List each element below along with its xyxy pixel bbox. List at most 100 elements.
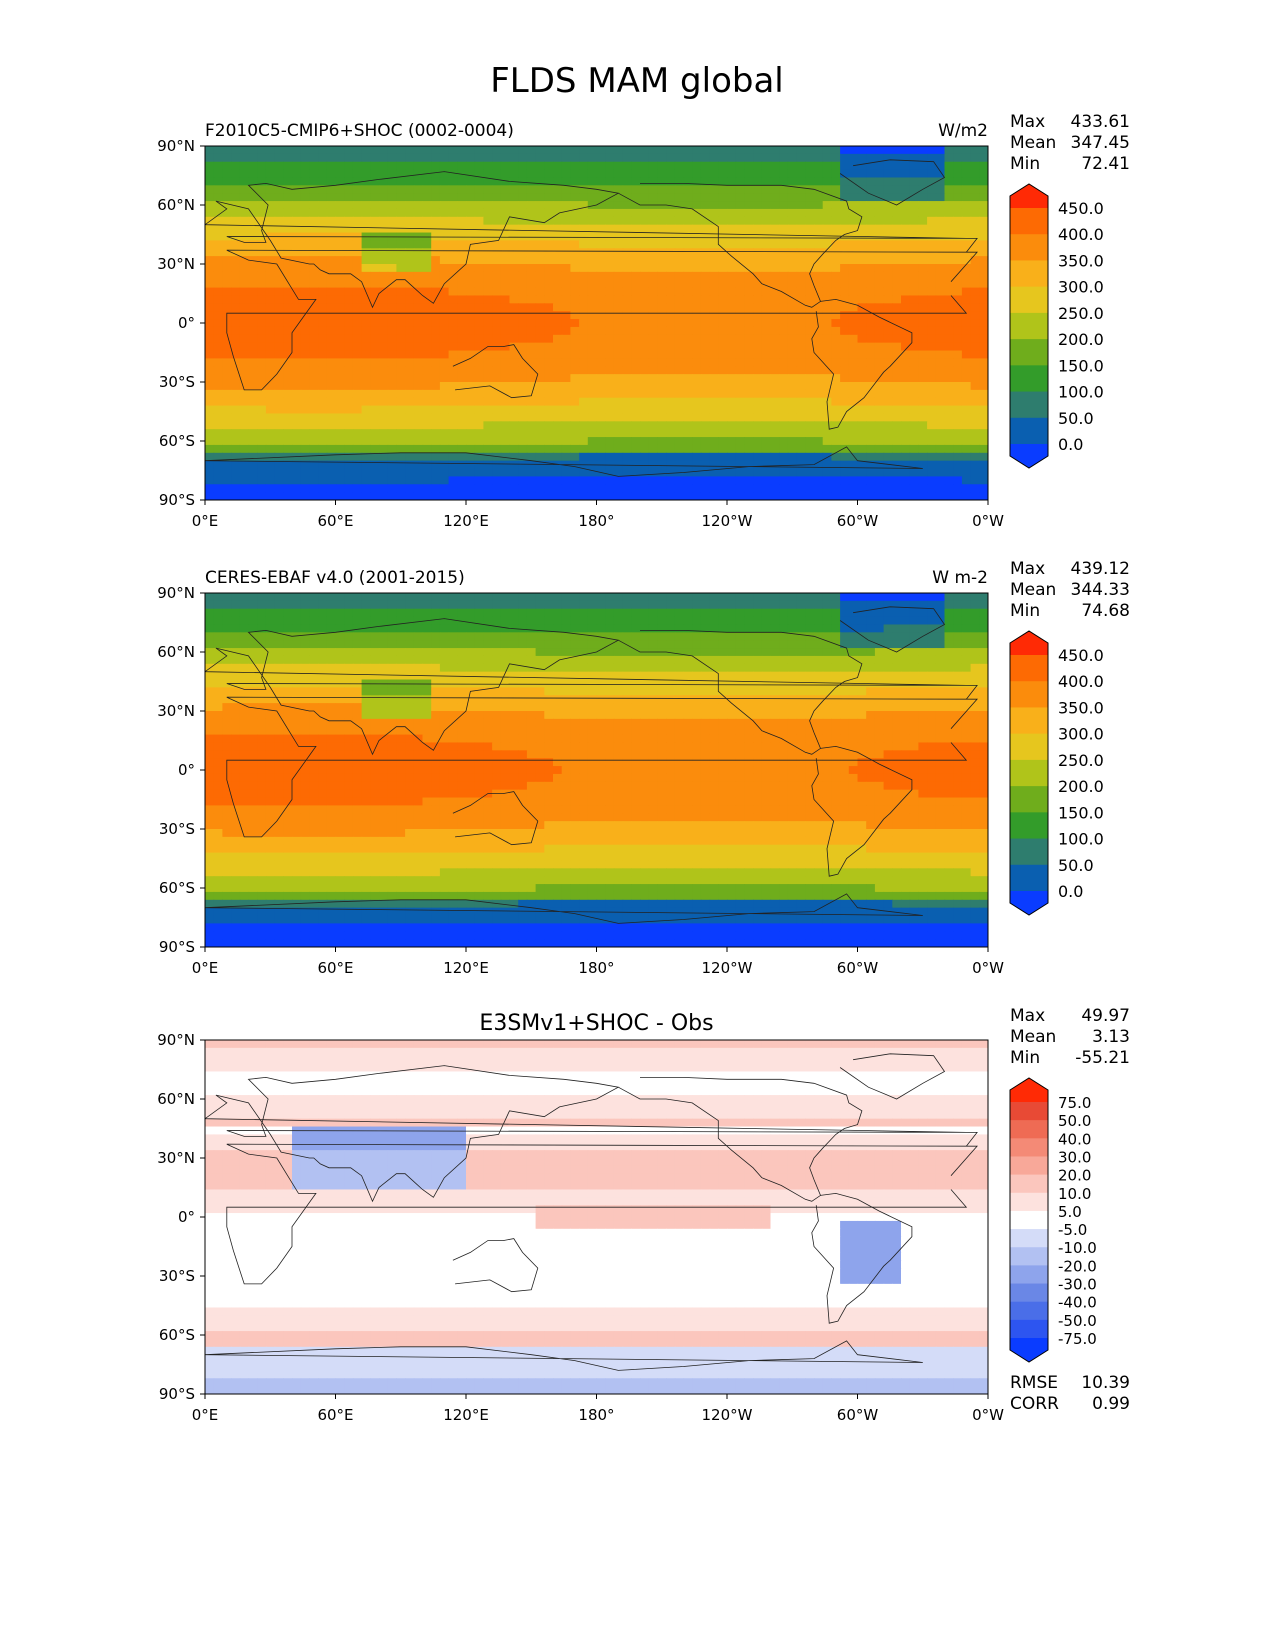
field-cell (205, 640, 215, 649)
field-cell (857, 146, 867, 155)
field-cell (901, 476, 911, 485)
field-cell (274, 492, 284, 500)
field-cell (535, 326, 545, 336)
field-cell (231, 256, 241, 265)
field-cell (335, 655, 345, 665)
field-cell (735, 295, 745, 304)
field-cell (735, 655, 745, 665)
field-cell (474, 161, 484, 171)
field-cell (935, 279, 946, 289)
field-cell (779, 624, 789, 633)
field-cell (683, 624, 693, 633)
field-cell (544, 648, 554, 657)
field-cell (439, 311, 450, 320)
field-cell (761, 366, 772, 375)
field-cell (805, 264, 815, 273)
field-cell (814, 287, 824, 297)
field-cell (248, 640, 258, 649)
field-cell (796, 632, 806, 641)
field-cell (683, 374, 693, 383)
field-cell (248, 413, 258, 422)
field-cell (848, 593, 859, 602)
field-cell (535, 405, 545, 415)
field-cell (927, 484, 937, 493)
field-cell (857, 264, 867, 273)
field-cell (535, 492, 545, 500)
field-cell (874, 287, 885, 297)
field-cell (918, 382, 928, 391)
field-cell (344, 208, 354, 218)
field-cell (544, 437, 554, 446)
field-cell (700, 382, 711, 391)
field-cell (909, 208, 919, 218)
field-cell (874, 146, 885, 155)
field-cell (361, 593, 371, 602)
field-cell (509, 405, 519, 415)
field-cell (979, 492, 988, 500)
field-cell (692, 421, 702, 430)
field-cell (944, 437, 954, 446)
field-cell (405, 437, 415, 446)
field-cell (596, 663, 606, 673)
field-cell (248, 397, 258, 407)
field-cell (431, 663, 441, 673)
field-cell (909, 334, 919, 344)
field-cell (361, 413, 371, 422)
field-cell (640, 366, 650, 375)
field-cell (866, 437, 876, 446)
field-cell (535, 600, 545, 610)
field-cell (544, 240, 554, 249)
field-cell (822, 161, 832, 171)
field-cell (222, 632, 232, 641)
field-cell (779, 492, 789, 500)
field-cell (257, 624, 267, 633)
field-cell (300, 161, 310, 171)
field-cell (387, 663, 397, 673)
field-cell (396, 169, 406, 179)
field-cell (761, 224, 772, 234)
field-cell (779, 232, 789, 241)
field-cell (466, 640, 476, 649)
field-cell (257, 484, 267, 493)
field-cell (770, 287, 780, 297)
field-cell (866, 460, 876, 470)
field-cell (605, 169, 615, 179)
field-cell (561, 350, 571, 359)
field-cell (622, 655, 632, 665)
field-cell (979, 153, 988, 163)
field-cell (822, 616, 832, 626)
field-cell (248, 429, 258, 438)
field-cell (770, 608, 780, 618)
field-cell (640, 240, 650, 249)
field-cell (292, 648, 302, 657)
field-cell (822, 146, 832, 155)
field-cell (918, 492, 928, 500)
field-cell (901, 600, 911, 610)
field-cell (613, 616, 624, 626)
field-cell (500, 600, 511, 610)
field-cell (213, 248, 223, 257)
field-cell (518, 208, 528, 218)
field-cell (413, 460, 424, 470)
field-cell (700, 271, 711, 281)
field-cell (796, 287, 806, 297)
field-cell (718, 382, 728, 391)
field-cell (753, 648, 763, 657)
field-cell (474, 193, 484, 202)
field-cell (883, 429, 893, 438)
field-cell (265, 193, 276, 202)
colorbar-segment (1010, 365, 1048, 393)
field-cell (483, 279, 493, 289)
field-cell (535, 476, 545, 485)
field-cell (292, 460, 302, 470)
field-cell (344, 303, 354, 312)
field-cell (361, 608, 371, 618)
field-cell (500, 287, 511, 297)
field-cell (918, 624, 928, 633)
field-cell (439, 374, 450, 383)
field-cell (874, 295, 885, 304)
field-cell (431, 421, 441, 430)
field-cell (935, 334, 946, 344)
field-cell (352, 452, 363, 462)
field-cell (753, 334, 763, 344)
